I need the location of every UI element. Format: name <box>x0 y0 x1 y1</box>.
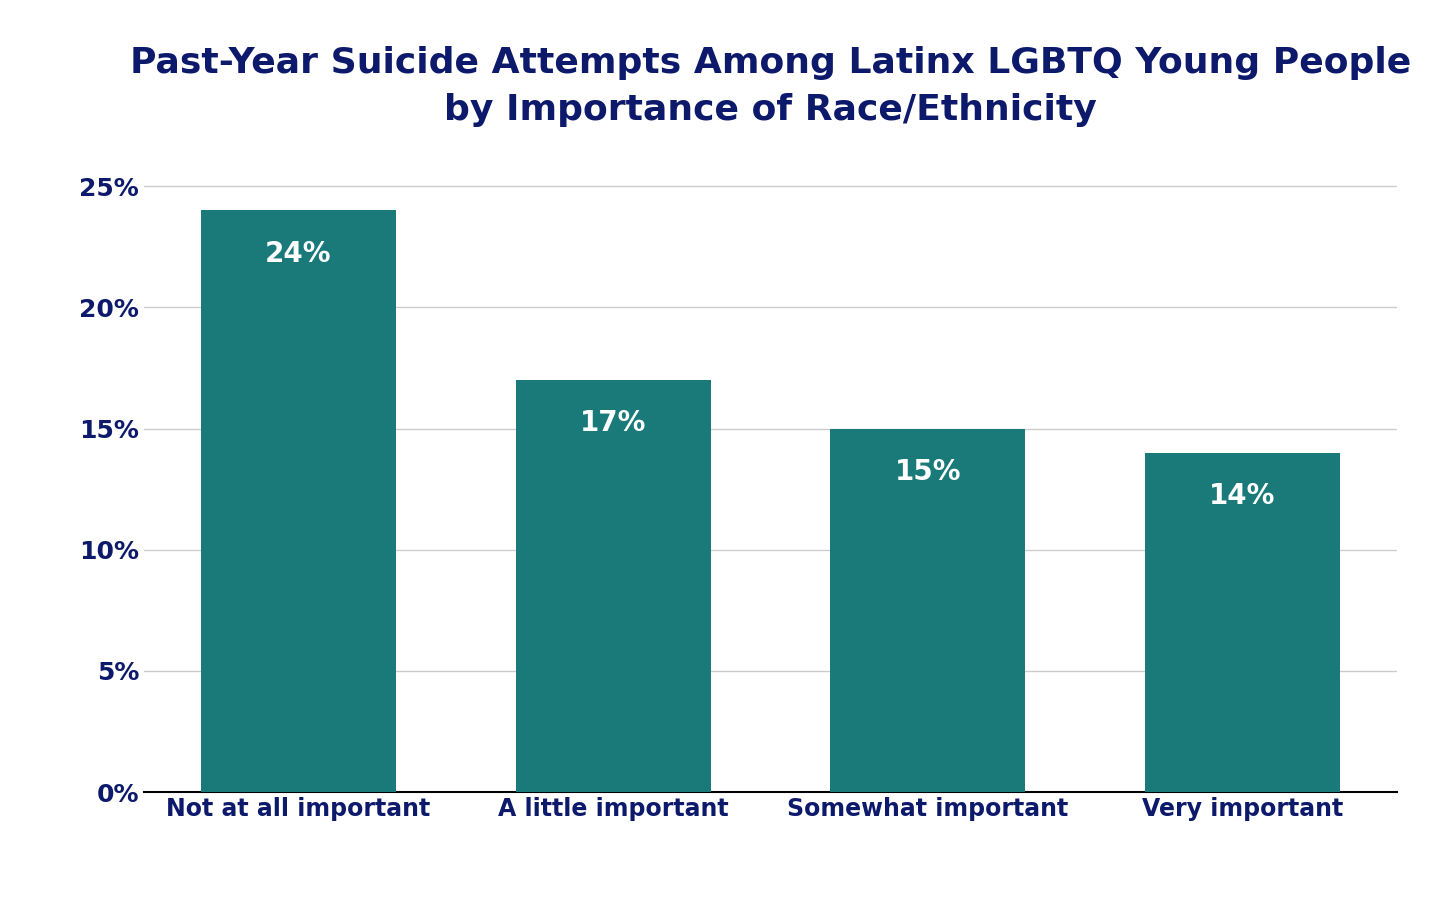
Text: 17%: 17% <box>580 410 647 437</box>
Text: 24%: 24% <box>265 239 331 267</box>
Title: Past-Year Suicide Attempts Among Latinx LGBTQ Young People
by Importance of Race: Past-Year Suicide Attempts Among Latinx … <box>130 46 1411 127</box>
Bar <box>516 380 710 792</box>
Bar <box>831 428 1025 792</box>
Text: 14%: 14% <box>1210 482 1276 509</box>
Bar <box>1145 453 1339 792</box>
Bar <box>202 211 396 792</box>
Text: 15%: 15% <box>894 457 960 486</box>
